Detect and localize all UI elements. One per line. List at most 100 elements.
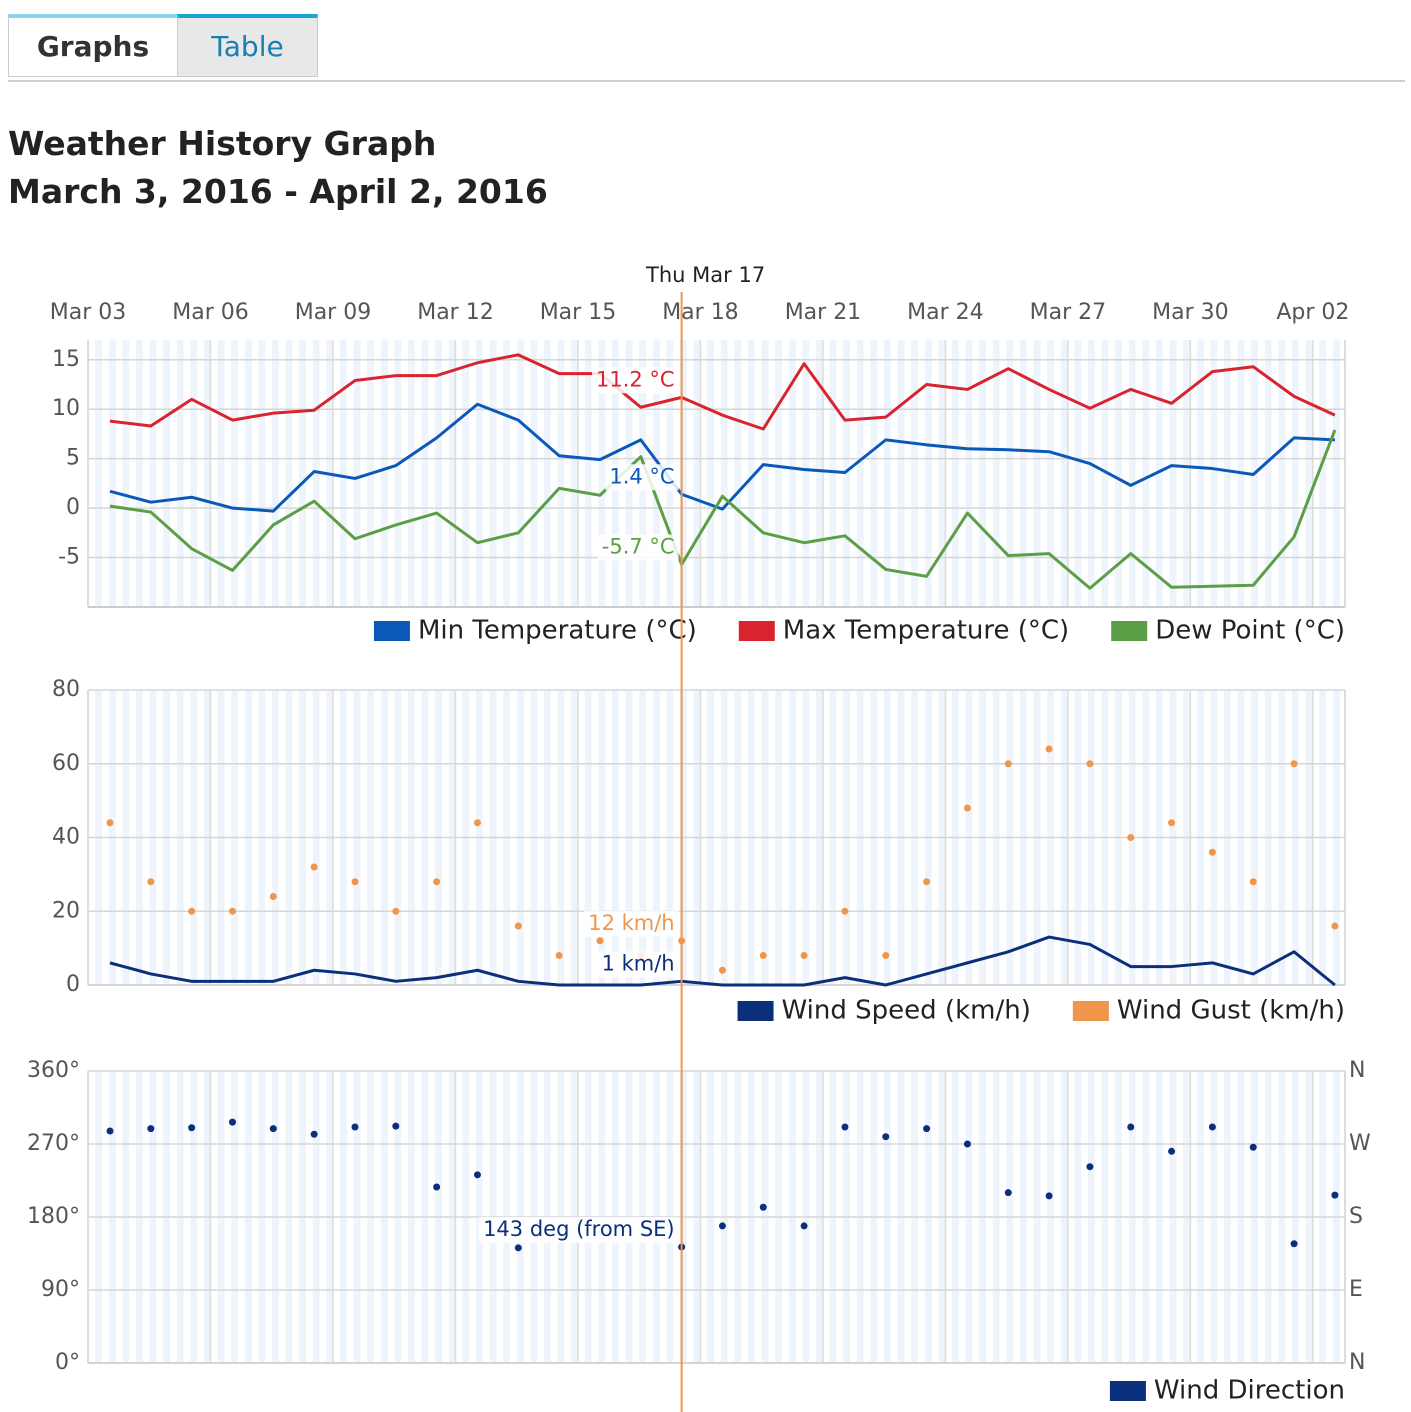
y2-tick-label: N	[1349, 1350, 1365, 1375]
y-tick-label: 10	[52, 396, 80, 421]
y2-tick-label: S	[1349, 1204, 1363, 1229]
legend-label: Wind Direction	[1154, 1376, 1345, 1406]
point	[1168, 819, 1176, 827]
point	[1004, 1189, 1012, 1197]
y-tick-label: 0°	[55, 1350, 80, 1375]
y-tick-label: 60	[52, 751, 80, 776]
plot-background	[88, 340, 1345, 607]
x-tick-label: Mar 03	[50, 300, 127, 325]
point	[841, 907, 849, 915]
tooltip-label: 143 deg (from SE)	[483, 1217, 675, 1241]
point	[473, 819, 481, 827]
tooltip-background	[597, 951, 679, 978]
point	[1045, 1192, 1053, 1200]
point	[351, 1123, 359, 1131]
y2-tick-label: N	[1349, 1058, 1365, 1083]
y2-tick-label: W	[1349, 1131, 1371, 1156]
point	[923, 1125, 931, 1133]
point	[923, 878, 931, 886]
y-tick-label: 180°	[27, 1204, 80, 1229]
point	[1249, 1143, 1257, 1151]
point	[963, 804, 971, 812]
point	[963, 1140, 971, 1148]
y-tick-label: 15	[52, 347, 80, 372]
tab[interactable]: Graphs	[8, 14, 178, 77]
x-tick-label: Mar 12	[417, 300, 494, 325]
point	[718, 1222, 726, 1230]
legend-label: Dew Point (°C)	[1155, 616, 1345, 646]
point	[1045, 745, 1053, 753]
legend-swatch	[1072, 1001, 1109, 1021]
point	[759, 952, 767, 959]
point	[228, 1118, 236, 1126]
point	[882, 952, 890, 959]
point	[392, 1122, 400, 1130]
point	[1208, 848, 1216, 856]
legend-swatch	[737, 1001, 774, 1021]
tab[interactable]: Table	[177, 14, 318, 77]
y-tick-label: -5	[58, 545, 80, 570]
series-line	[109, 353, 1336, 431]
point	[882, 1133, 890, 1141]
tooltip-background	[605, 464, 679, 491]
point	[1168, 1147, 1176, 1155]
x-tick-label: Mar 18	[662, 300, 739, 325]
point	[1208, 1123, 1216, 1131]
point	[1004, 760, 1012, 768]
y-tick-label: 90°	[41, 1277, 80, 1302]
x-tick-label: Mar 09	[295, 300, 372, 325]
point	[1290, 760, 1298, 768]
point	[310, 863, 318, 871]
page-title: Weather History Graph	[8, 124, 437, 163]
series-line	[109, 402, 1335, 513]
point	[1086, 760, 1094, 768]
point	[269, 1125, 277, 1133]
point	[147, 878, 155, 886]
point	[1249, 878, 1257, 886]
tooltip-label: 1.4 °C	[609, 464, 674, 488]
point	[1331, 922, 1339, 930]
y-tick-label: 0	[66, 495, 80, 520]
point	[1127, 1123, 1135, 1131]
tooltip-label: 1 km/h	[602, 951, 675, 975]
point	[473, 1171, 481, 1179]
legend-swatch	[1111, 621, 1148, 641]
y-tick-label: 0	[66, 972, 80, 997]
y-tick-label: 20	[52, 898, 80, 923]
point	[596, 937, 604, 945]
y-tick-label: 270°	[27, 1131, 80, 1156]
point	[433, 878, 441, 886]
legend-label: Min Temperature (°C)	[418, 616, 697, 646]
point	[1331, 1191, 1339, 1199]
point	[188, 907, 196, 915]
tooltip-background	[479, 1217, 679, 1244]
tooltip-label: -5.7 °C	[602, 534, 675, 558]
page-subtitle: March 3, 2016 - April 2, 2016	[8, 172, 548, 211]
legend-swatch	[1109, 1381, 1146, 1401]
x-tick-label: Mar 06	[172, 300, 249, 325]
point	[188, 1124, 196, 1132]
point	[555, 952, 563, 959]
y-tick-label: 5	[66, 446, 80, 471]
y-tick-label: 360°	[27, 1058, 80, 1083]
legend-label: Wind Gust (km/h)	[1117, 996, 1345, 1026]
tooltip-label: 12 km/h	[588, 911, 674, 935]
series-line	[109, 935, 1336, 987]
point	[433, 1183, 441, 1191]
point	[351, 878, 359, 886]
x-tick-label: Mar 24	[907, 300, 984, 325]
point	[759, 1203, 767, 1211]
point	[106, 1127, 114, 1135]
point	[1290, 1240, 1298, 1248]
point	[841, 1123, 849, 1131]
point	[514, 1244, 522, 1252]
point	[147, 1125, 155, 1133]
x-tick-label: Mar 30	[1152, 300, 1229, 325]
point	[228, 907, 236, 915]
point	[718, 966, 726, 974]
hover-date-label: Thu Mar 17	[645, 263, 765, 287]
legend-swatch	[738, 621, 775, 641]
x-tick-label: Mar 21	[785, 300, 862, 325]
point	[800, 952, 808, 959]
